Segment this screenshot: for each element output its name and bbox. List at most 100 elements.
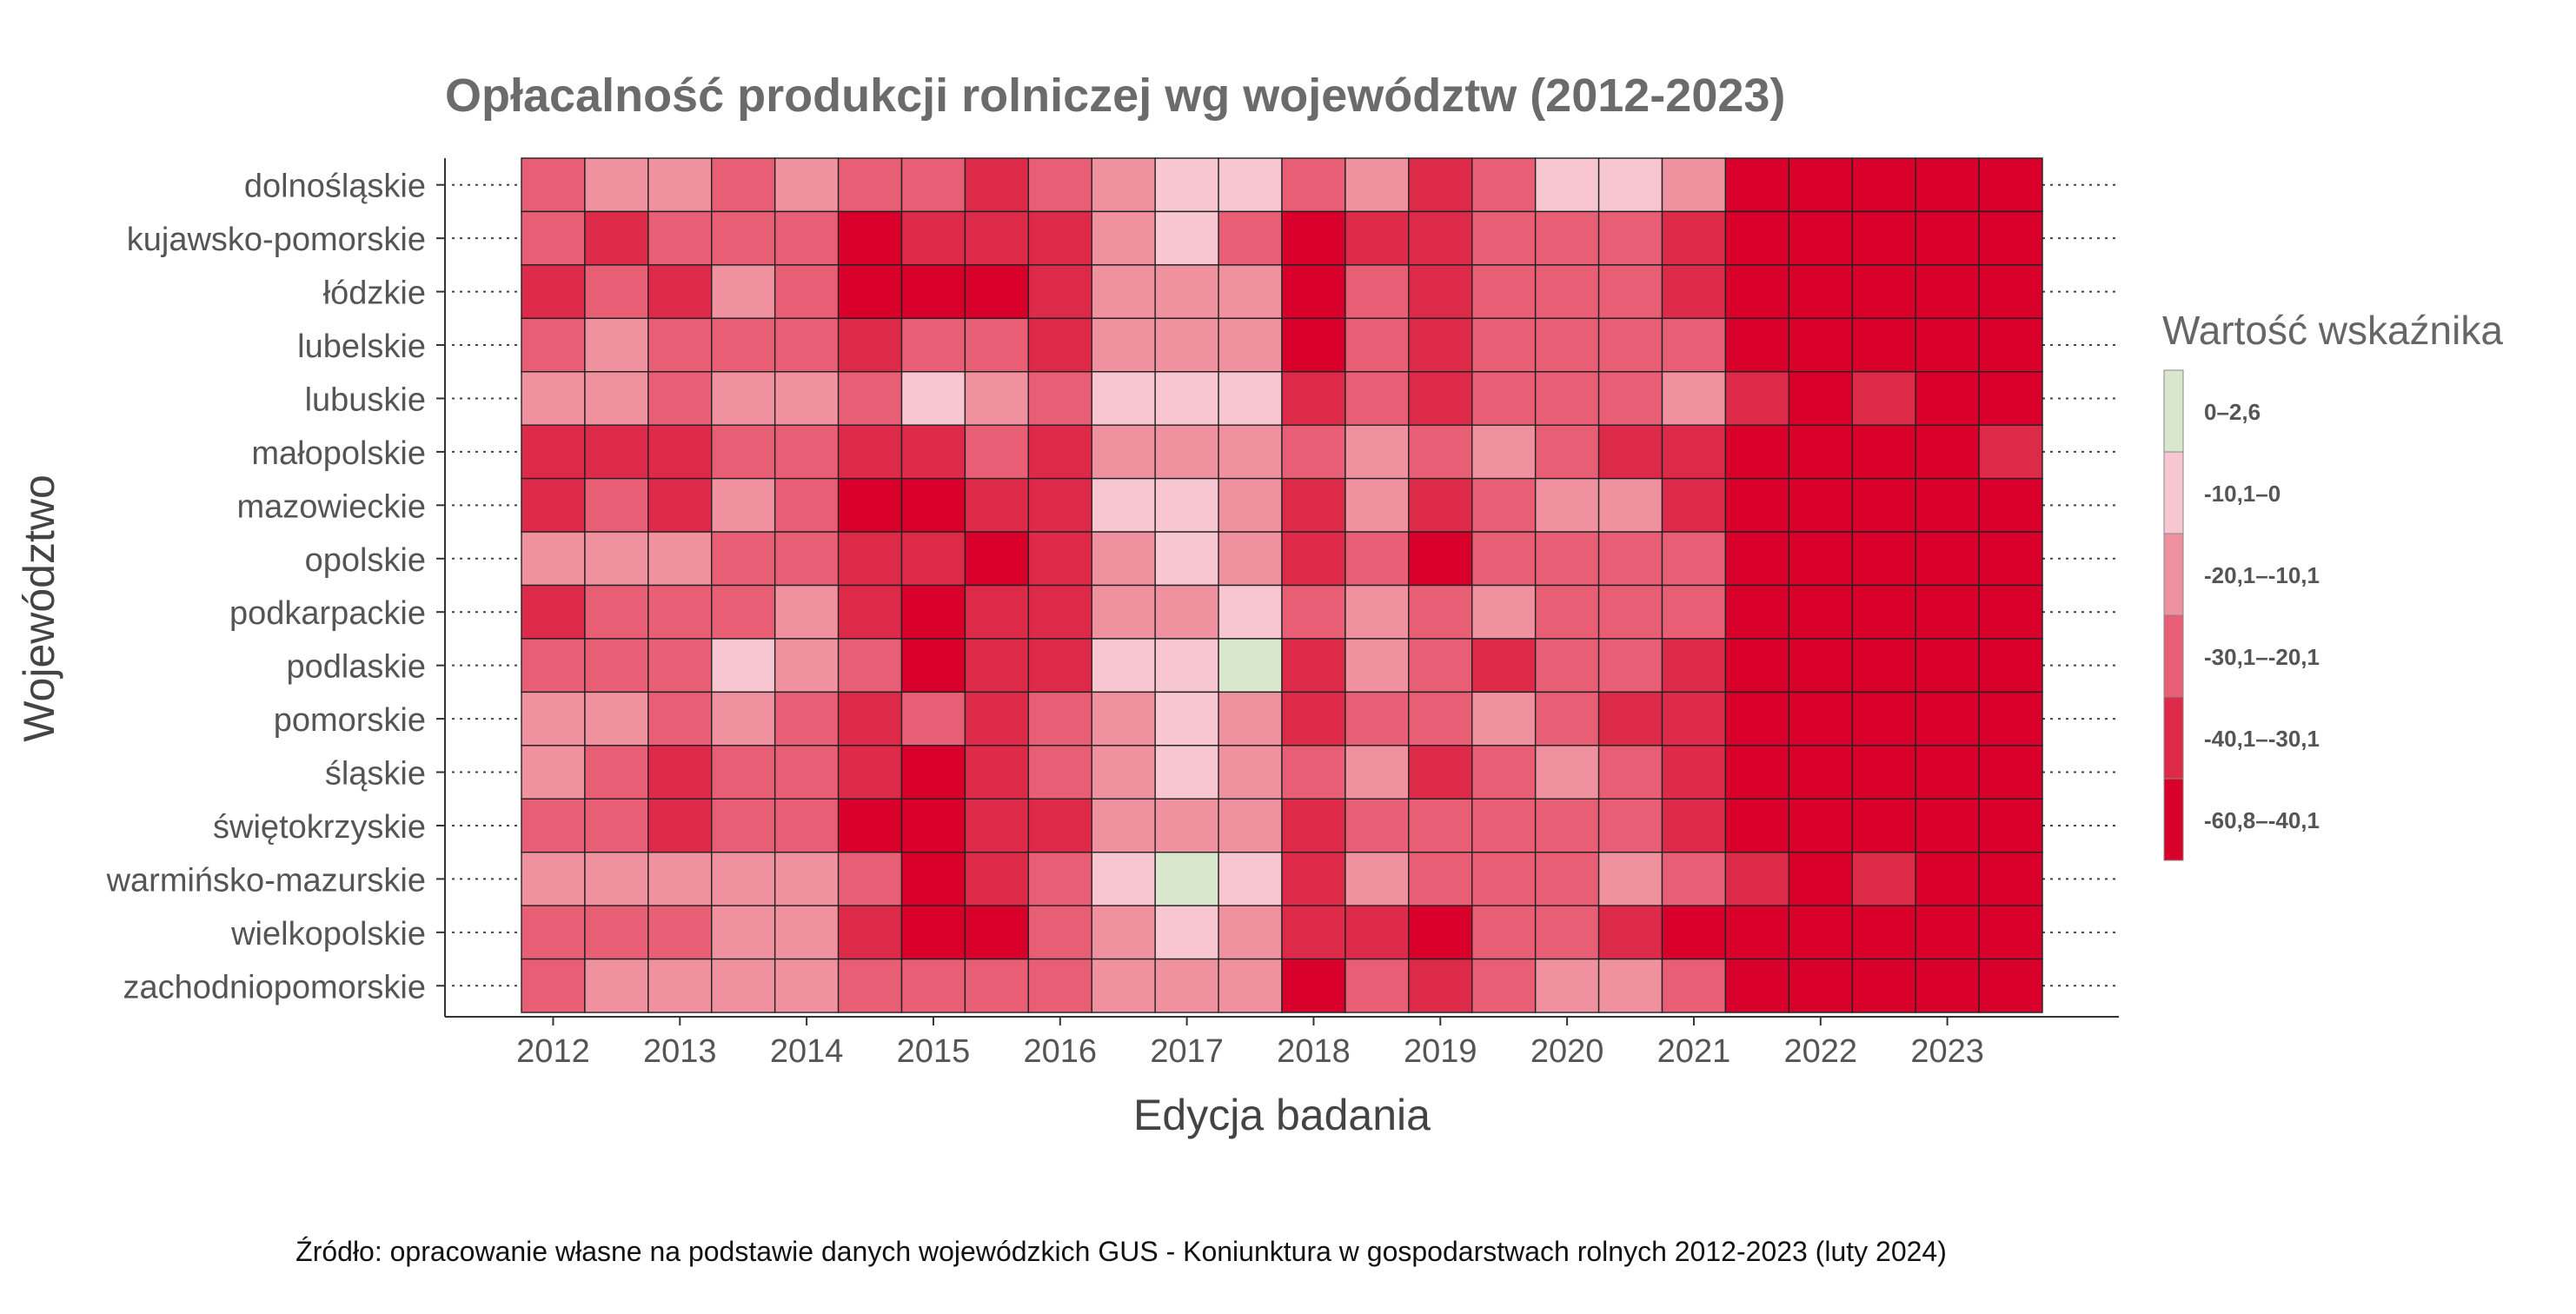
legend-swatch xyxy=(2163,533,2184,616)
y-tick-label: śląskie xyxy=(325,756,426,793)
heatmap-cell xyxy=(647,851,713,906)
y-tick-label: małopolskie xyxy=(251,435,426,472)
heatmap-cell xyxy=(711,584,776,640)
heatmap-cell xyxy=(1978,851,2043,906)
heatmap-cell xyxy=(1978,584,2043,640)
heatmap-cell xyxy=(1091,745,1156,800)
heatmap-cell xyxy=(1724,317,1790,373)
heatmap-cell xyxy=(1027,798,1092,853)
heatmap-cell xyxy=(1788,157,1853,213)
heatmap-cell xyxy=(1534,477,1600,533)
heatmap-cell xyxy=(1281,958,1346,1013)
heatmap-cell xyxy=(1471,798,1537,853)
heatmap-cell xyxy=(1851,851,1916,906)
heatmap-cell xyxy=(1788,317,1853,373)
heatmap-cell xyxy=(900,691,966,747)
heatmap-cell xyxy=(1788,264,1853,320)
heatmap-cell xyxy=(1218,638,1283,694)
heatmap-cell xyxy=(1597,905,1663,960)
heatmap-cell xyxy=(1978,531,2043,587)
heatmap-cell xyxy=(1027,477,1092,533)
heatmap-cell xyxy=(1851,584,1916,640)
heatmap-cell xyxy=(1915,317,1980,373)
heatmap-cell xyxy=(1724,371,1790,426)
x-tick-label: 2013 xyxy=(643,1033,717,1070)
heatmap-cell xyxy=(521,317,586,373)
heatmap-cell xyxy=(647,691,713,747)
heatmap-cell xyxy=(1661,157,1727,213)
heatmap-cell xyxy=(837,958,903,1013)
heatmap-cell xyxy=(1218,958,1283,1013)
legend-label: -10,1–0 xyxy=(2204,481,2281,507)
heatmap-cell xyxy=(647,531,713,587)
heatmap-cell xyxy=(1534,157,1600,213)
heatmap-cell xyxy=(1281,157,1346,213)
y-tick-label: kujawsko-pomorskie xyxy=(127,222,426,258)
heatmap-cell xyxy=(647,210,713,266)
heatmap-cell xyxy=(900,958,966,1013)
legend: 0–2,6 -10,1–0 -20,1–-10,1 -30,1–-20,1 -40,1–… xyxy=(2163,369,2320,861)
heatmap-cell xyxy=(1281,531,1346,587)
heatmap-cell xyxy=(964,424,1030,480)
heatmap-cell xyxy=(1154,691,1219,747)
heatmap-cell xyxy=(900,745,966,800)
x-axis-title: Edycja badania xyxy=(1133,1091,1431,1139)
heatmap-cell xyxy=(1091,424,1156,480)
chart-title: Opłacalność produkcji rolniczej wg wojew… xyxy=(445,70,1785,122)
heatmap-cell xyxy=(1091,264,1156,320)
heatmap-cell xyxy=(1218,691,1283,747)
heatmap-cell xyxy=(1724,798,1790,853)
heatmap-cell xyxy=(1661,531,1727,587)
heatmap-cell xyxy=(1851,264,1916,320)
heatmap-cell xyxy=(964,531,1030,587)
heatmap-cell xyxy=(584,157,649,213)
heatmap-cell xyxy=(1027,210,1092,266)
heatmap-cell xyxy=(1027,905,1092,960)
heatmap-cell xyxy=(1408,531,1473,587)
heatmap-cell xyxy=(1471,264,1537,320)
heatmap-cell xyxy=(584,210,649,266)
heatmap-cell xyxy=(1724,851,1790,906)
heatmap-cell xyxy=(1154,958,1219,1013)
heatmap-cell xyxy=(1408,958,1473,1013)
heatmap-cell xyxy=(1724,584,1790,640)
heatmap-cell xyxy=(1218,371,1283,426)
heatmap-cell xyxy=(1788,638,1853,694)
heatmap-cell xyxy=(773,371,840,426)
heatmap-cell xyxy=(1344,477,1410,533)
heatmap-cell xyxy=(584,638,649,694)
heatmap-cell xyxy=(837,317,903,373)
heatmap-cell xyxy=(773,798,840,853)
heatmap-cell xyxy=(1534,210,1600,266)
heatmap-cell xyxy=(1471,584,1537,640)
heatmap-cell xyxy=(1851,905,1916,960)
heatmap-cell xyxy=(1281,745,1346,800)
heatmap-cell xyxy=(711,371,776,426)
heatmap-cell xyxy=(1027,264,1092,320)
heatmap-cell xyxy=(900,424,966,480)
heatmap-cell xyxy=(1281,477,1346,533)
source-note: Źródło: opracowanie własne na podstawie … xyxy=(295,1236,1947,1267)
y-tick-label: podkarpackie xyxy=(229,595,426,632)
heatmap-cell xyxy=(1218,477,1283,533)
x-tick-label: 2014 xyxy=(770,1033,844,1070)
heatmap-cell xyxy=(1978,905,2043,960)
heatmap-cell xyxy=(584,584,649,640)
heatmap-cell xyxy=(1281,798,1346,853)
legend-title: Wartość wskaźnika xyxy=(2162,308,2503,353)
heatmap-cell xyxy=(1027,851,1092,906)
heatmap-cell xyxy=(1408,905,1473,960)
legend-label: -40,1–-30,1 xyxy=(2204,726,2320,752)
heatmap-cell xyxy=(1915,424,1980,480)
heatmap-cell xyxy=(1661,584,1727,640)
heatmap-cell xyxy=(964,157,1030,213)
heatmap-cell xyxy=(837,638,903,694)
heatmap-cell xyxy=(900,264,966,320)
heatmap-cell xyxy=(837,157,903,213)
heatmap-cell xyxy=(1154,851,1219,906)
heatmap-cell xyxy=(837,798,903,853)
heatmap-cell xyxy=(1471,638,1537,694)
heatmap-cell xyxy=(900,584,966,640)
heatmap-cell xyxy=(1978,424,2043,480)
heatmap-cell xyxy=(1344,905,1410,960)
